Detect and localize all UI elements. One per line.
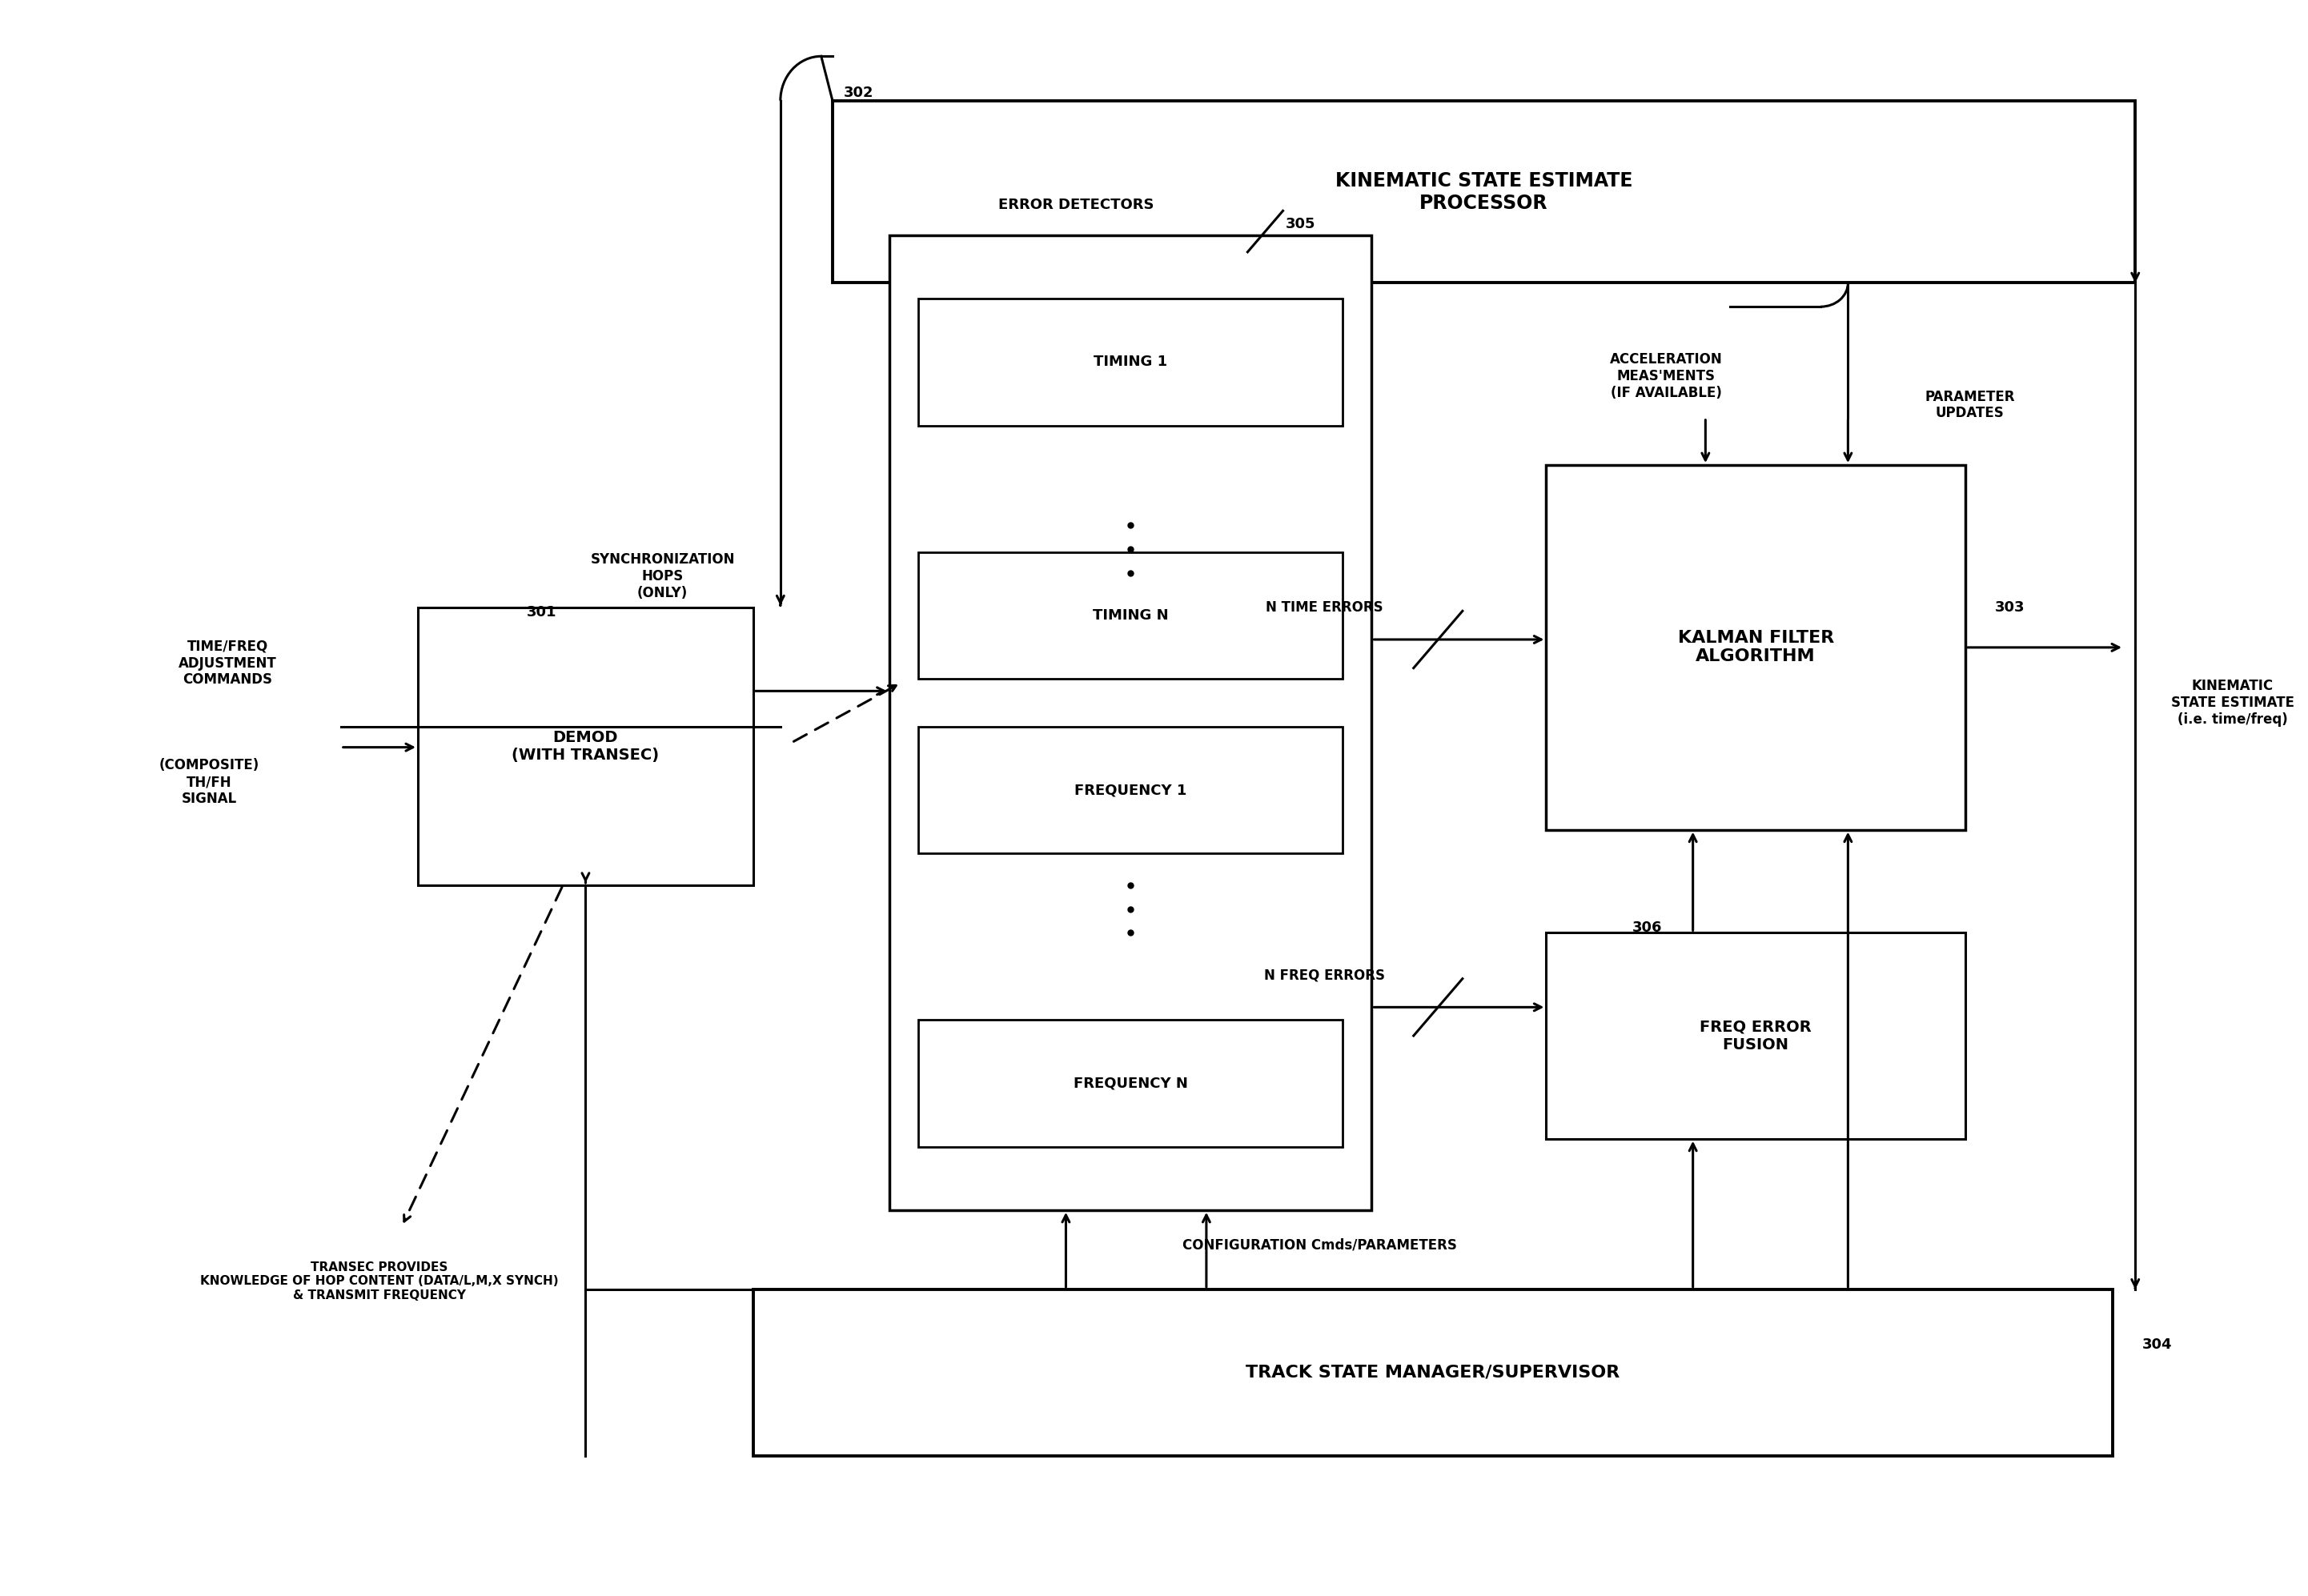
Text: N FREQ ERRORS: N FREQ ERRORS [1265, 969, 1385, 983]
Text: KINEMATIC STATE ESTIMATE
PROCESSOR: KINEMATIC STATE ESTIMATE PROCESSOR [1336, 171, 1632, 212]
Bar [1546, 932, 1966, 1140]
Bar [919, 298, 1343, 426]
Text: 304: 304 [2142, 1337, 2172, 1352]
Text: TIMING 1: TIMING 1 [1094, 354, 1168, 369]
Bar [889, 235, 1371, 1210]
Text: ERROR DETECTORS: ERROR DETECTORS [997, 198, 1154, 212]
Text: 305: 305 [1286, 217, 1316, 231]
Text: TIME/FREQ
ADJUSTMENT
COMMANDS: TIME/FREQ ADJUSTMENT COMMANDS [178, 640, 277, 688]
Text: 306: 306 [1632, 921, 1662, 935]
Text: TIMING N: TIMING N [1092, 608, 1168, 622]
Text: SYNCHRONIZATION
HOPS
(ONLY): SYNCHRONIZATION HOPS (ONLY) [591, 552, 734, 600]
Text: TRACK STATE MANAGER/SUPERVISOR: TRACK STATE MANAGER/SUPERVISOR [1246, 1365, 1620, 1381]
Text: FREQ ERROR
FUSION: FREQ ERROR FUSION [1699, 1020, 1812, 1052]
Bar [833, 101, 2135, 282]
Text: (COMPOSITE)
TH/FH
SIGNAL: (COMPOSITE) TH/FH SIGNAL [159, 758, 258, 806]
Text: 303: 303 [1994, 600, 2024, 614]
Text: 301: 301 [526, 605, 556, 619]
Text: 302: 302 [845, 86, 875, 101]
Text: TRANSEC PROVIDES
KNOWLEDGE OF HOP CONTENT (DATA/L,M,X SYNCH)
& TRANSMIT FREQUENC: TRANSEC PROVIDES KNOWLEDGE OF HOP CONTEN… [201, 1261, 559, 1301]
Text: DEMOD
(WITH TRANSEC): DEMOD (WITH TRANSEC) [512, 729, 660, 763]
Text: CONFIGURATION Cmds/PARAMETERS: CONFIGURATION Cmds/PARAMETERS [1182, 1238, 1456, 1253]
Bar [418, 608, 752, 886]
Text: KALMAN FILTER
ALGORITHM: KALMAN FILTER ALGORITHM [1678, 630, 1835, 664]
Bar [919, 552, 1343, 680]
Text: FREQUENCY N: FREQUENCY N [1073, 1076, 1189, 1090]
Bar [919, 1020, 1343, 1146]
Text: KINEMATIC
STATE ESTIMATE
(i.e. time/freq): KINEMATIC STATE ESTIMATE (i.e. time/freq… [2172, 678, 2294, 726]
Bar [752, 1290, 2112, 1456]
Bar [919, 726, 1343, 854]
Text: ACCELERATION
MEAS'MENTS
(IF AVAILABLE): ACCELERATION MEAS'MENTS (IF AVAILABLE) [1611, 353, 1722, 401]
Bar [1546, 464, 1966, 830]
Text: N TIME ERRORS: N TIME ERRORS [1265, 600, 1382, 614]
Text: PARAMETER
UPDATES: PARAMETER UPDATES [1925, 389, 2015, 420]
Text: FREQUENCY 1: FREQUENCY 1 [1073, 784, 1186, 798]
